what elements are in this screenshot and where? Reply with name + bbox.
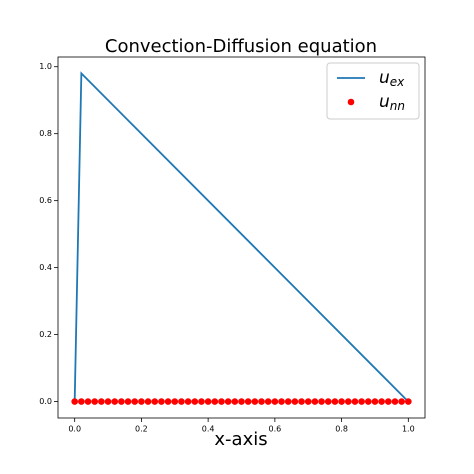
scatter-point: [218, 398, 225, 405]
x-tick-label: 0.8: [335, 425, 348, 434]
scatter-point: [371, 398, 379, 405]
y-tick-label: 0.0: [39, 397, 52, 406]
scatter-point: [244, 398, 252, 405]
y-tick-label: 0.4: [39, 263, 52, 272]
scatter-point: [311, 398, 319, 405]
scatter-point: [324, 398, 332, 405]
scatter-point: [304, 398, 312, 405]
scatter-point: [385, 398, 392, 405]
scatter-point: [204, 398, 212, 405]
x-tick-label: 0.4: [202, 425, 215, 434]
scatter-point: [358, 398, 365, 405]
scatter-point: [278, 398, 285, 405]
scatter-point: [364, 398, 372, 405]
scatter-point: [131, 398, 139, 405]
scatter-point: [271, 398, 279, 405]
scatter-point: [291, 398, 299, 405]
chart-title: Convection-Diffusion equation: [105, 36, 377, 57]
x-tick-label: 1.0: [402, 425, 415, 434]
scatter-point: [198, 398, 205, 405]
scatter-point: [84, 398, 92, 405]
y-tick-label: 1.0: [39, 62, 52, 71]
scatter-point: [318, 398, 325, 405]
scatter-point: [258, 398, 265, 405]
x-tick-label: 0.2: [135, 425, 148, 434]
scatter-point: [298, 398, 305, 405]
scatter-point: [138, 398, 145, 405]
scatter-point: [144, 398, 152, 405]
scatter-point: [211, 398, 219, 405]
scatter-point: [104, 398, 112, 405]
y-tick-label: 0.2: [39, 330, 52, 339]
line-series: [73, 71, 409, 403]
legend-label: uex: [379, 68, 405, 89]
scatter-point: [158, 398, 165, 405]
scatter-point: [191, 398, 199, 405]
scatter-point: [398, 398, 405, 405]
scatter-point: [264, 398, 272, 405]
scatter-point: [178, 398, 185, 405]
scatter-point: [251, 398, 259, 405]
y-tick-label: 0.6: [39, 196, 52, 205]
legend-box: [326, 62, 420, 120]
scatter-point: [118, 398, 125, 405]
x-tick-label: 0.6: [268, 425, 281, 434]
y-tick-label: 0.8: [39, 129, 52, 138]
scatter-point: [71, 398, 78, 405]
scatter-point: [124, 398, 132, 405]
scatter-point: [184, 398, 192, 405]
scatter-point: [111, 398, 119, 405]
scatter-point: [78, 398, 85, 405]
scatter-point: [238, 398, 245, 405]
x-tick-label: 0.0: [68, 425, 81, 434]
scatter-point: [231, 398, 239, 405]
legend-marker: [347, 98, 355, 106]
scatter-point: [171, 398, 179, 405]
plot-frame: [57, 56, 426, 419]
scatter-point: [284, 398, 292, 405]
scatter-point: [351, 398, 359, 405]
scatter-point: [224, 398, 232, 405]
scatter-point: [338, 398, 345, 405]
scatter-point: [164, 398, 172, 405]
scatter-point: [91, 398, 98, 405]
scatter-point: [344, 398, 352, 405]
scatter-point: [378, 398, 385, 405]
scatter-point: [151, 398, 159, 405]
scatter-point: [331, 398, 339, 405]
x-axis-label: x-axis: [214, 429, 267, 450]
scatter-point: [98, 398, 105, 405]
scatter-point: [405, 398, 412, 405]
legend-label: unn: [379, 92, 405, 113]
scatter-point: [391, 398, 399, 405]
